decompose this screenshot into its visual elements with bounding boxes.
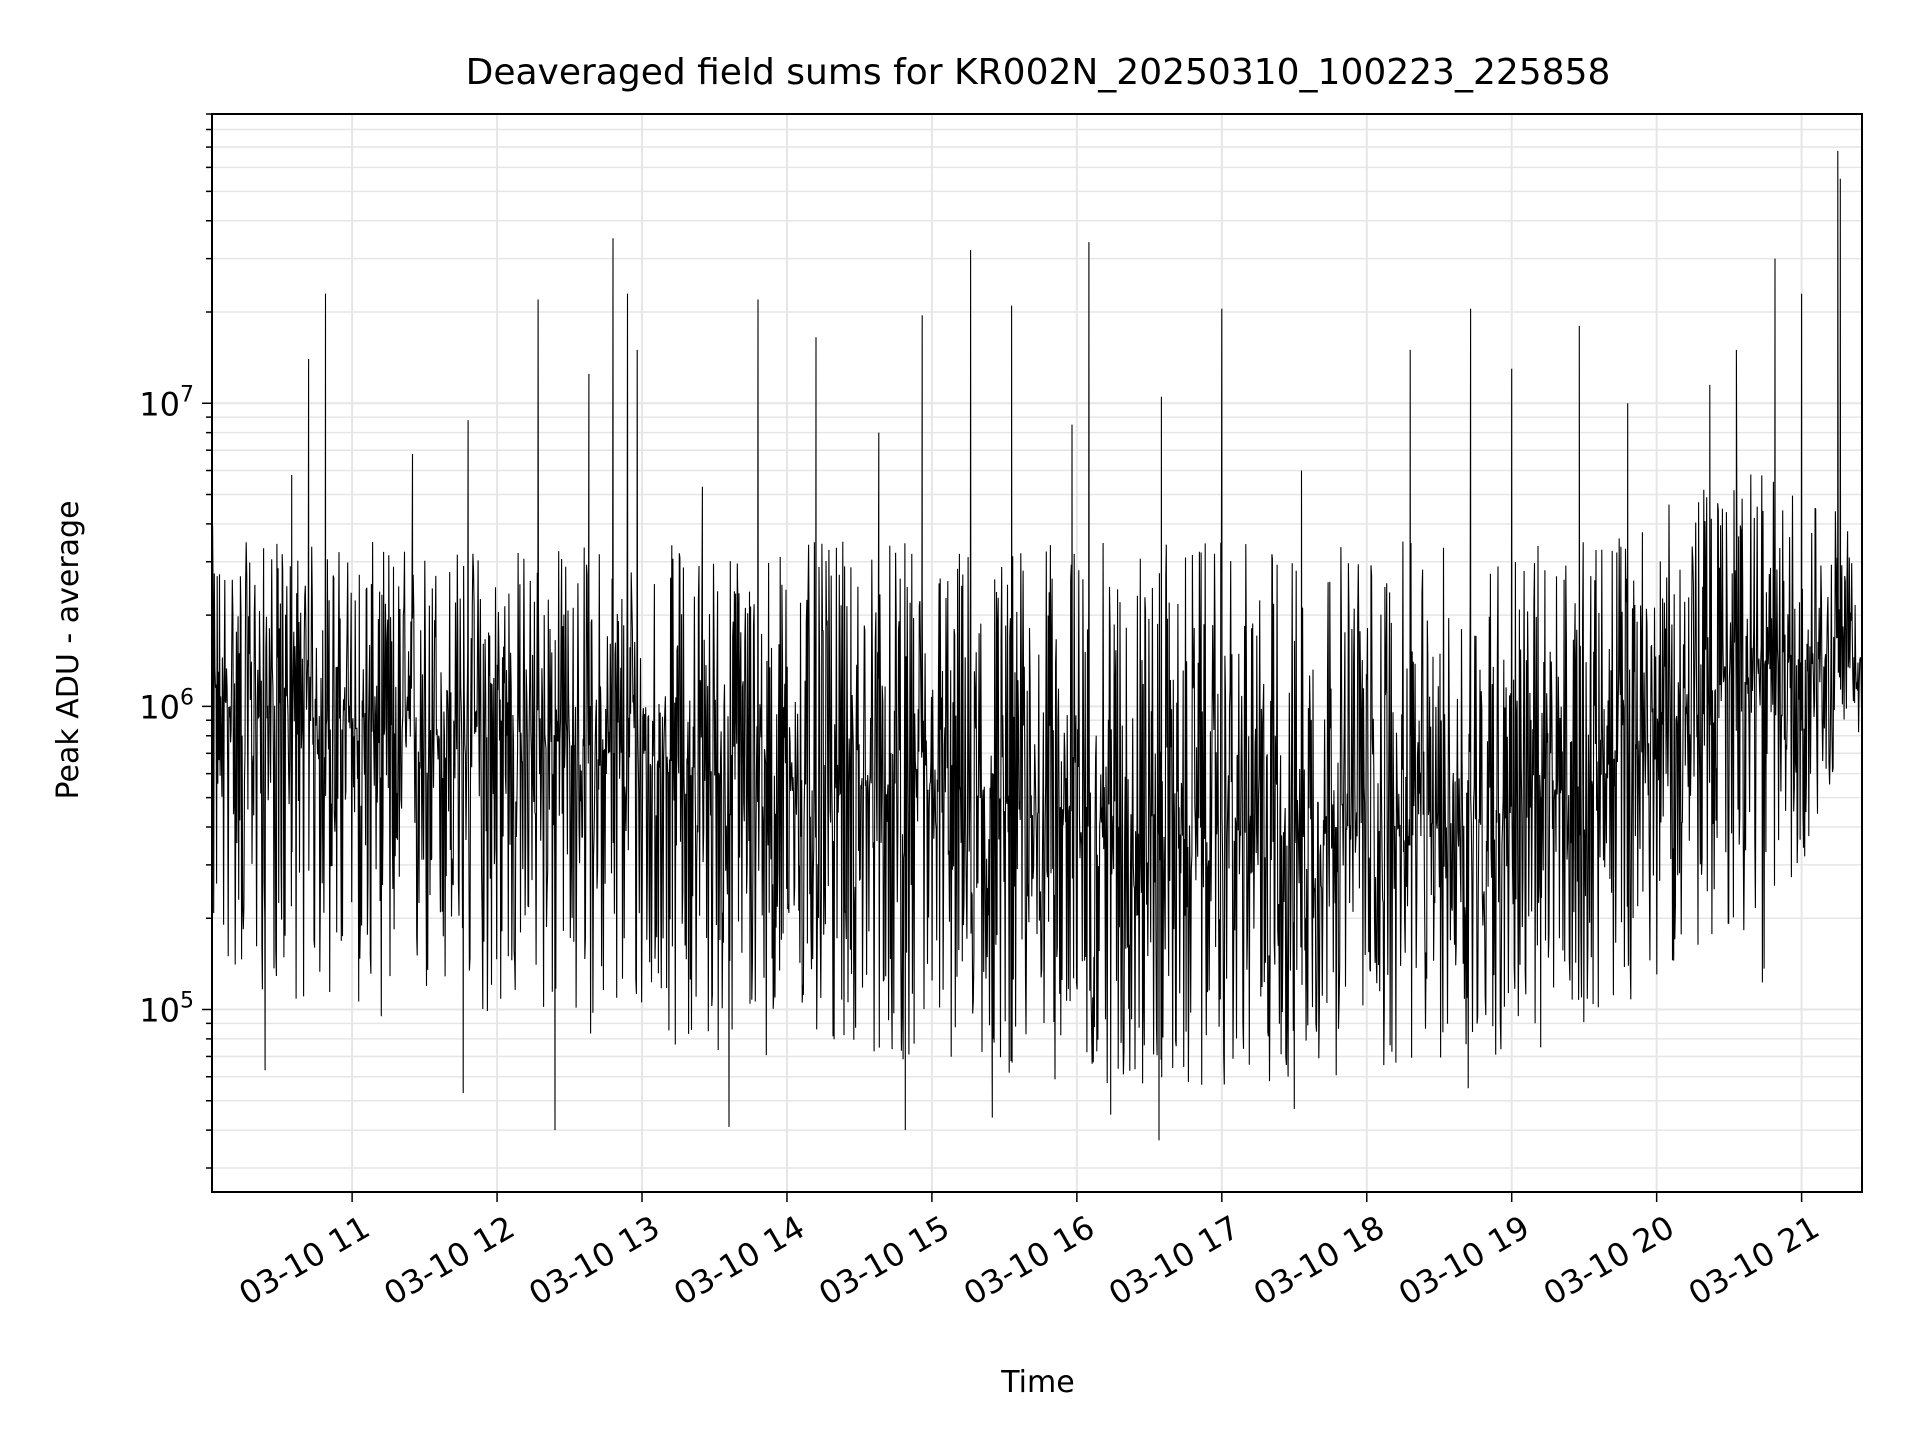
y-tick-label: 106 xyxy=(139,685,194,726)
series-line-group xyxy=(212,150,1862,1141)
y-tick-label-base: 10 xyxy=(139,992,180,1030)
y-tick-label-exponent: 6 xyxy=(180,685,194,710)
x-axis-label: Time xyxy=(1000,1365,1074,1400)
plot-area xyxy=(212,150,1862,1141)
y-tick-label-base: 10 xyxy=(139,385,180,423)
y-tick-label-base: 10 xyxy=(139,688,180,726)
y-tick-label: 107 xyxy=(139,382,194,423)
axes-frame xyxy=(211,113,1863,1193)
y-tick-label-exponent: 7 xyxy=(180,382,194,407)
y-tick-label-exponent: 5 xyxy=(180,989,194,1014)
y-tick-label: 105 xyxy=(139,989,194,1030)
chart-title: Deaveraged field sums for KR002N_2025031… xyxy=(466,52,1611,93)
y-axis-label: Peak ADU - average xyxy=(51,500,86,799)
series-line xyxy=(212,150,1862,1141)
